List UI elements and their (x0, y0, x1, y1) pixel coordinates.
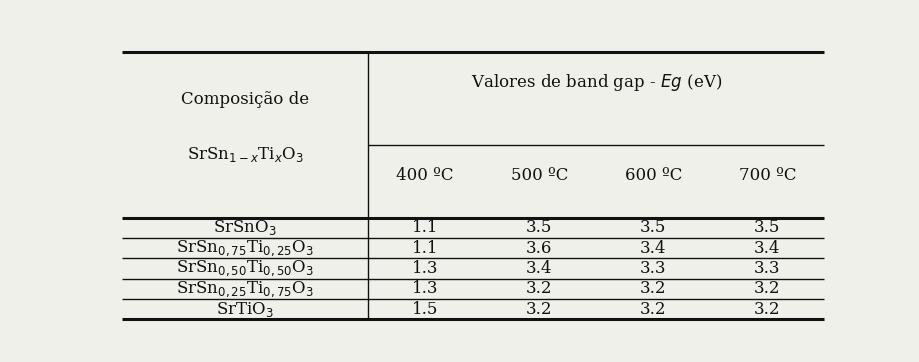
Text: 3.2: 3.2 (754, 301, 780, 318)
Text: 500 ºC: 500 ºC (510, 167, 567, 184)
Text: 3.2: 3.2 (526, 281, 552, 297)
Text: 3.4: 3.4 (754, 240, 780, 257)
Text: 3.3: 3.3 (754, 260, 780, 277)
Text: SrSnO$_{3}$: SrSnO$_{3}$ (213, 218, 277, 237)
Text: 3.5: 3.5 (640, 219, 665, 236)
Text: 3.2: 3.2 (640, 301, 666, 318)
Text: 3.5: 3.5 (754, 219, 779, 236)
Text: SrSn$_{0,75}$Ti$_{0,25}$O$_{3}$: SrSn$_{0,75}$Ti$_{0,25}$O$_{3}$ (176, 238, 313, 258)
Text: Valores de band gap - $\mathit{Eg}$ (eV): Valores de band gap - $\mathit{Eg}$ (eV) (471, 72, 721, 93)
Text: SrTiO$_{3}$: SrTiO$_{3}$ (216, 300, 274, 319)
Text: 600 ºC: 600 ºC (624, 167, 681, 184)
Text: 1.1: 1.1 (412, 240, 438, 257)
Text: 700 ºC: 700 ºC (738, 167, 795, 184)
Text: 1.1: 1.1 (412, 219, 438, 236)
Text: SrSn$_{0,25}$Ti$_{0,75}$O$_{3}$: SrSn$_{0,25}$Ti$_{0,75}$O$_{3}$ (176, 279, 313, 299)
Text: 1.5: 1.5 (412, 301, 437, 318)
Text: 3.6: 3.6 (526, 240, 551, 257)
Text: 1.3: 1.3 (412, 260, 438, 277)
Text: 3.5: 3.5 (526, 219, 551, 236)
Text: 1.3: 1.3 (412, 281, 438, 297)
Text: SrSn$_{0,50}$Ti$_{0,50}$O$_{3}$: SrSn$_{0,50}$Ti$_{0,50}$O$_{3}$ (176, 259, 313, 278)
Text: 3.4: 3.4 (640, 240, 666, 257)
Text: SrSn$_{1-x}$Ti$_{x}$O$_{3}$: SrSn$_{1-x}$Ti$_{x}$O$_{3}$ (187, 146, 303, 164)
Text: 3.2: 3.2 (754, 281, 780, 297)
Text: 400 ºC: 400 ºC (396, 167, 453, 184)
Text: 3.3: 3.3 (640, 260, 666, 277)
Text: 3.2: 3.2 (526, 301, 552, 318)
Text: Composição de: Composição de (181, 91, 309, 108)
Text: 3.2: 3.2 (640, 281, 666, 297)
Text: 3.4: 3.4 (526, 260, 552, 277)
